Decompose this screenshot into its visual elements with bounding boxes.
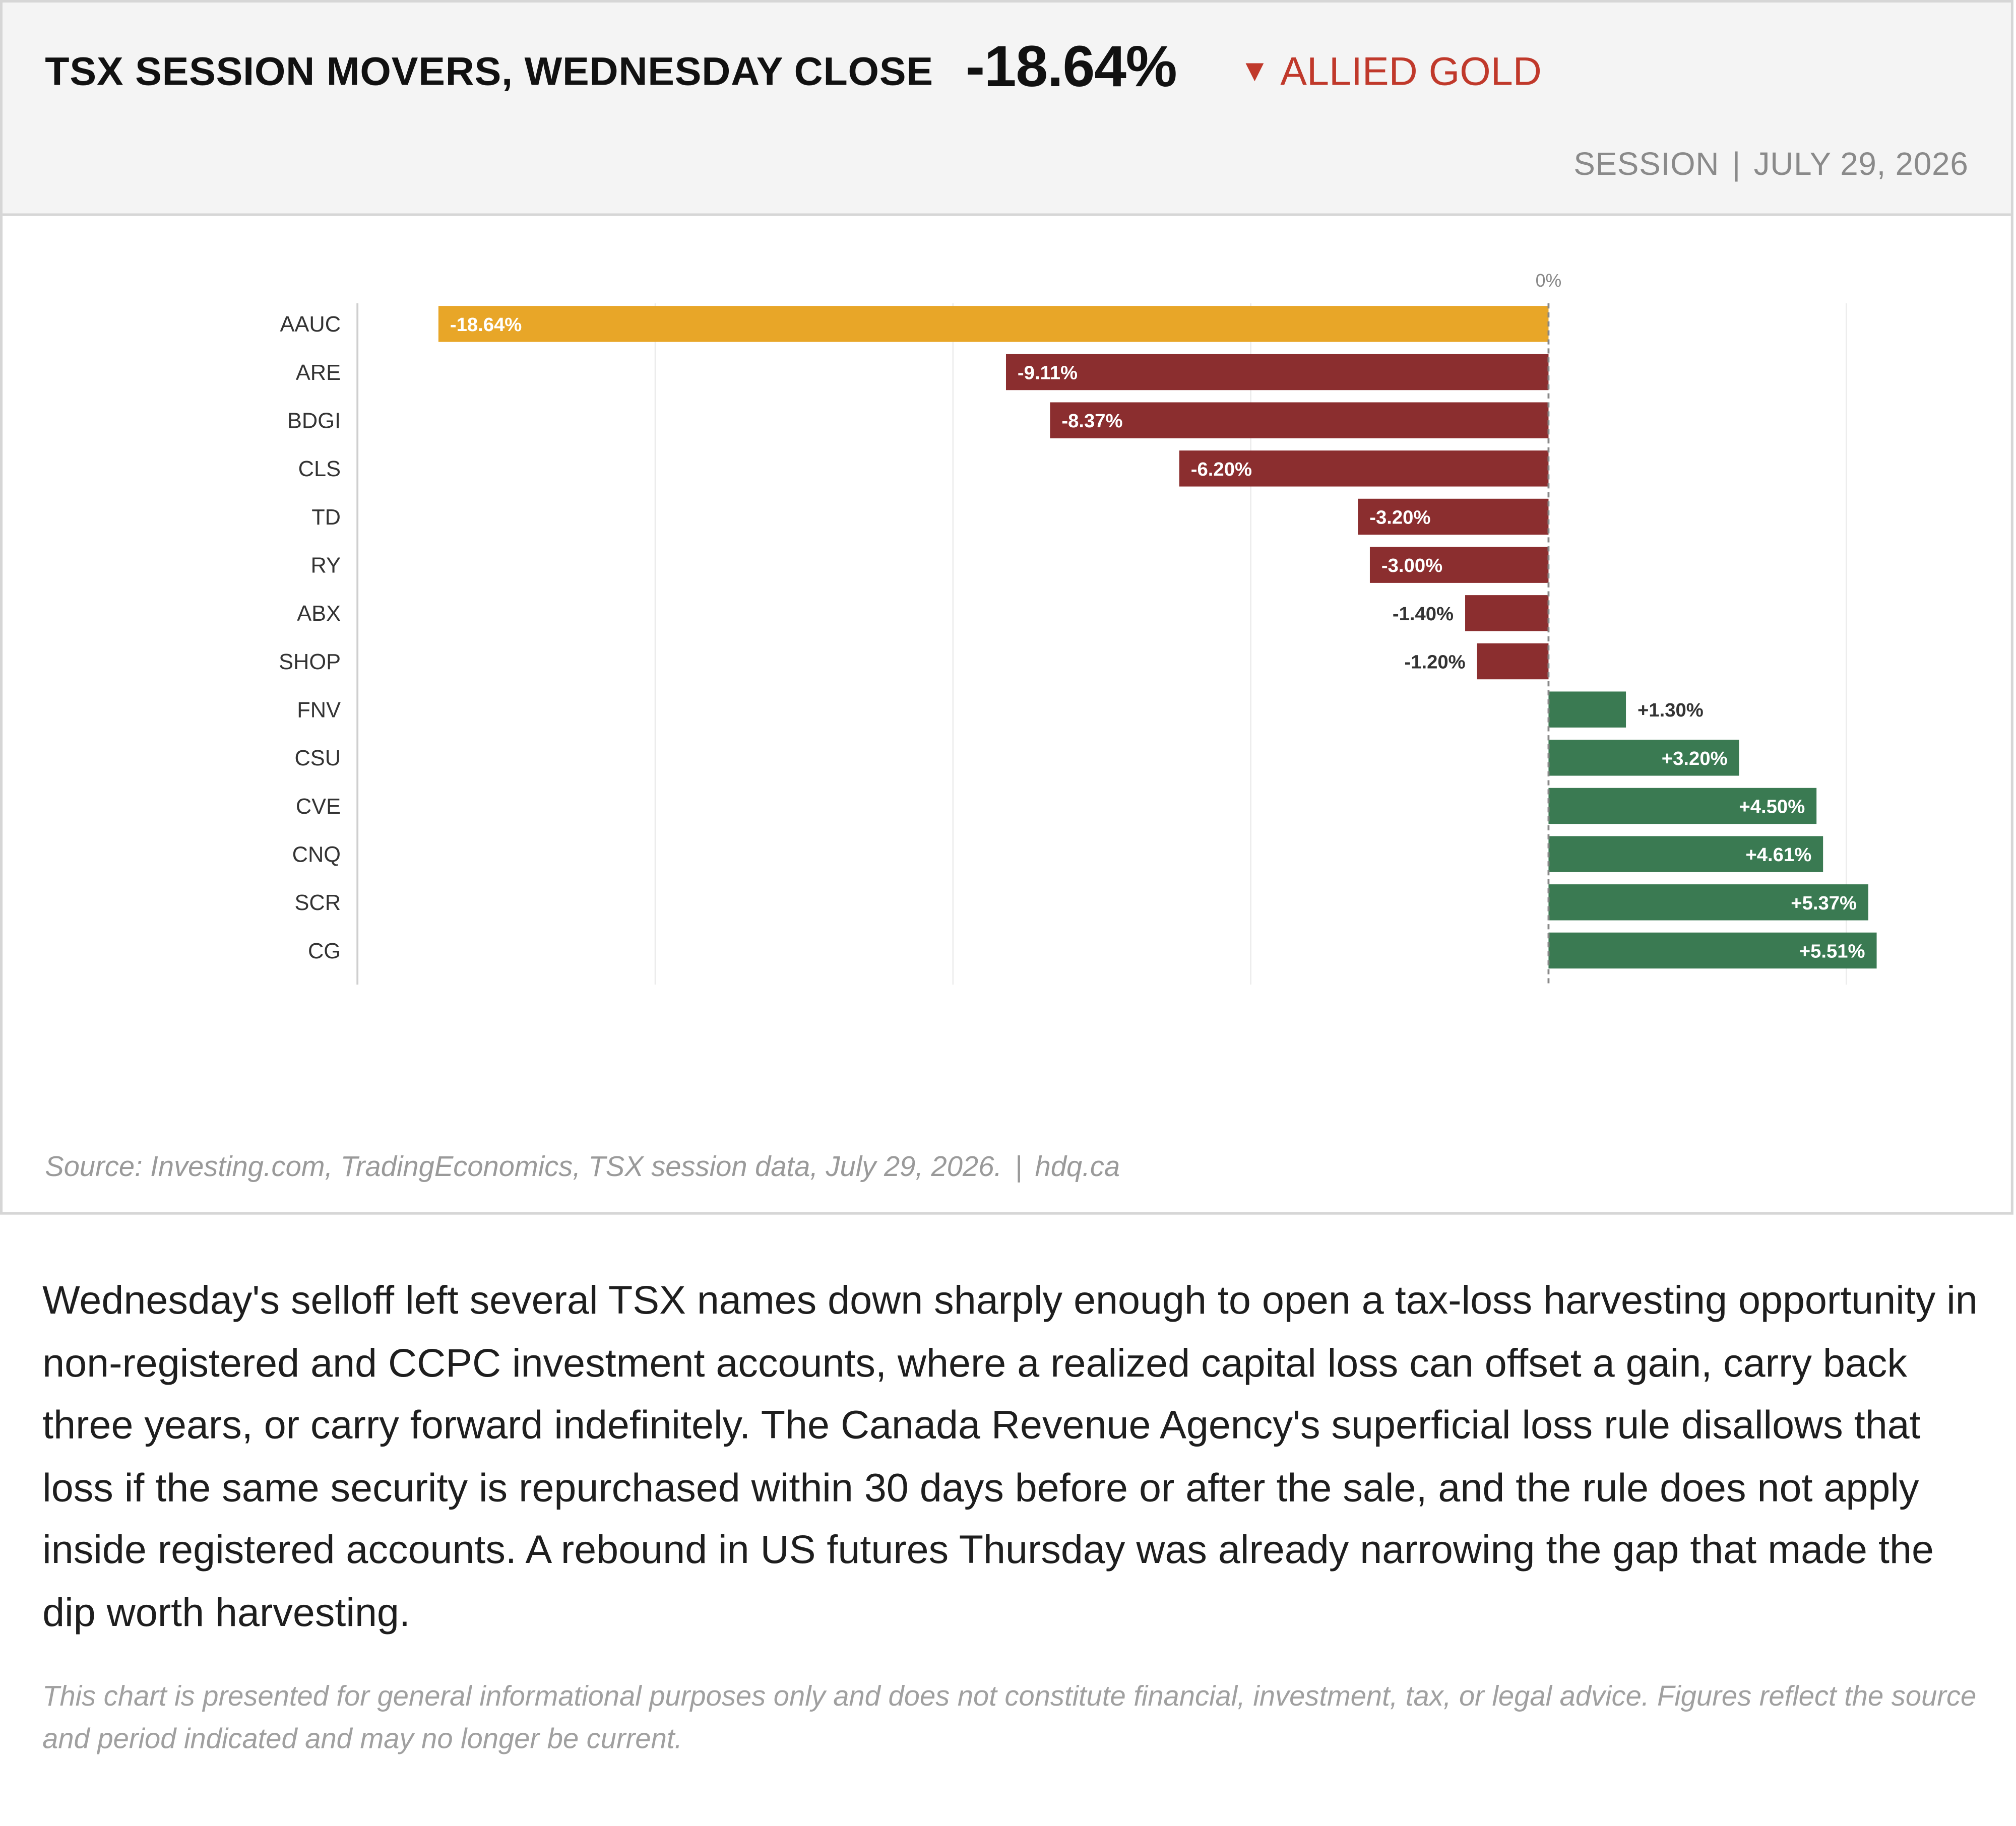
value-label: -1.20% bbox=[1404, 651, 1465, 673]
session-meta: SESSION | JULY 29, 2026 bbox=[1573, 147, 1968, 184]
category-label: TD bbox=[311, 505, 341, 530]
value-label: +5.51% bbox=[1799, 941, 1865, 962]
chart-header: TSX SESSION MOVERS, WEDNESDAY CLOSE -18.… bbox=[3, 3, 2011, 216]
bar bbox=[1548, 932, 1877, 969]
bar bbox=[1369, 547, 1549, 583]
category-label: CG bbox=[308, 939, 341, 963]
category-label: CLS bbox=[298, 457, 341, 481]
meta-separator: | bbox=[1732, 146, 1741, 183]
bar bbox=[1465, 595, 1549, 631]
source-note: Source: Investing.com, TradingEconomics,… bbox=[45, 1150, 1120, 1184]
zero-axis-label: 0% bbox=[1536, 271, 1562, 291]
value-label: -18.64% bbox=[450, 314, 522, 336]
category-label: CNQ bbox=[292, 842, 341, 867]
meta-session: SESSION bbox=[1573, 146, 1720, 183]
category-label: SCR bbox=[294, 891, 341, 915]
bar bbox=[1548, 691, 1626, 728]
bar bbox=[1358, 498, 1549, 535]
value-label: -8.37% bbox=[1061, 410, 1122, 432]
callout: ▼ ALLIED GOLD bbox=[1239, 49, 1542, 95]
bar bbox=[1548, 740, 1739, 776]
value-label: +4.61% bbox=[1745, 844, 1811, 866]
bar bbox=[1548, 788, 1817, 824]
category-label: CSU bbox=[294, 746, 341, 770]
value-label: -3.00% bbox=[1381, 555, 1442, 576]
source-separator: | bbox=[1015, 1150, 1023, 1183]
category-label: SHOP bbox=[279, 650, 341, 674]
bar-chart: 0% AAUC -18.64% ARE -9.11% BDGI -8.37% CLS -6.20… bbox=[279, 271, 1877, 985]
value-label: +5.37% bbox=[1791, 892, 1857, 914]
value-label: +1.30% bbox=[1637, 699, 1704, 721]
chart-title: TSX SESSION MOVERS, WEDNESDAY CLOSE bbox=[45, 48, 933, 94]
disclaimer: This chart is presented for general info… bbox=[42, 1680, 1977, 1755]
bar bbox=[1548, 836, 1823, 872]
bars bbox=[438, 306, 1877, 969]
meta-date: JULY 29, 2026 bbox=[1753, 146, 1969, 183]
callout-label: ALLIED GOLD bbox=[1280, 48, 1542, 94]
bar bbox=[1548, 884, 1868, 921]
bar bbox=[438, 306, 1549, 342]
category-label: ABX bbox=[297, 602, 341, 626]
article-paragraph: Wednesday's selloff left several TSX nam… bbox=[42, 1277, 1978, 1635]
bar bbox=[1050, 402, 1549, 438]
chart-card: TSX SESSION MOVERS, WEDNESDAY CLOSE -18.… bbox=[0, 0, 2013, 1215]
source-site: hdq.ca bbox=[1035, 1150, 1120, 1183]
bar bbox=[1477, 643, 1549, 680]
source-text: Source: Investing.com, TradingEconomics,… bbox=[45, 1150, 1002, 1183]
value-label: -6.20% bbox=[1191, 459, 1252, 480]
down-triangle-icon: ▼ bbox=[1239, 54, 1270, 89]
bar bbox=[1179, 450, 1549, 487]
category-label: AAUC bbox=[280, 312, 341, 337]
category-label: CVE bbox=[296, 795, 341, 819]
category-label: ARE bbox=[296, 361, 341, 385]
value-label: -9.11% bbox=[1018, 362, 1078, 384]
labels: 0% AAUC -18.64% ARE -9.11% BDGI -8.37% CLS -6.20… bbox=[279, 271, 1865, 985]
category-label: RY bbox=[311, 553, 341, 577]
headline-value: -18.64% bbox=[965, 33, 1177, 99]
value-label: +4.50% bbox=[1739, 796, 1805, 818]
category-label: FNV bbox=[297, 698, 341, 722]
value-label: -3.20% bbox=[1369, 507, 1430, 529]
value-label: +3.20% bbox=[1662, 748, 1728, 769]
bar bbox=[1005, 354, 1549, 390]
category-label: BDGI bbox=[287, 409, 341, 433]
value-label: -1.40% bbox=[1393, 603, 1454, 625]
